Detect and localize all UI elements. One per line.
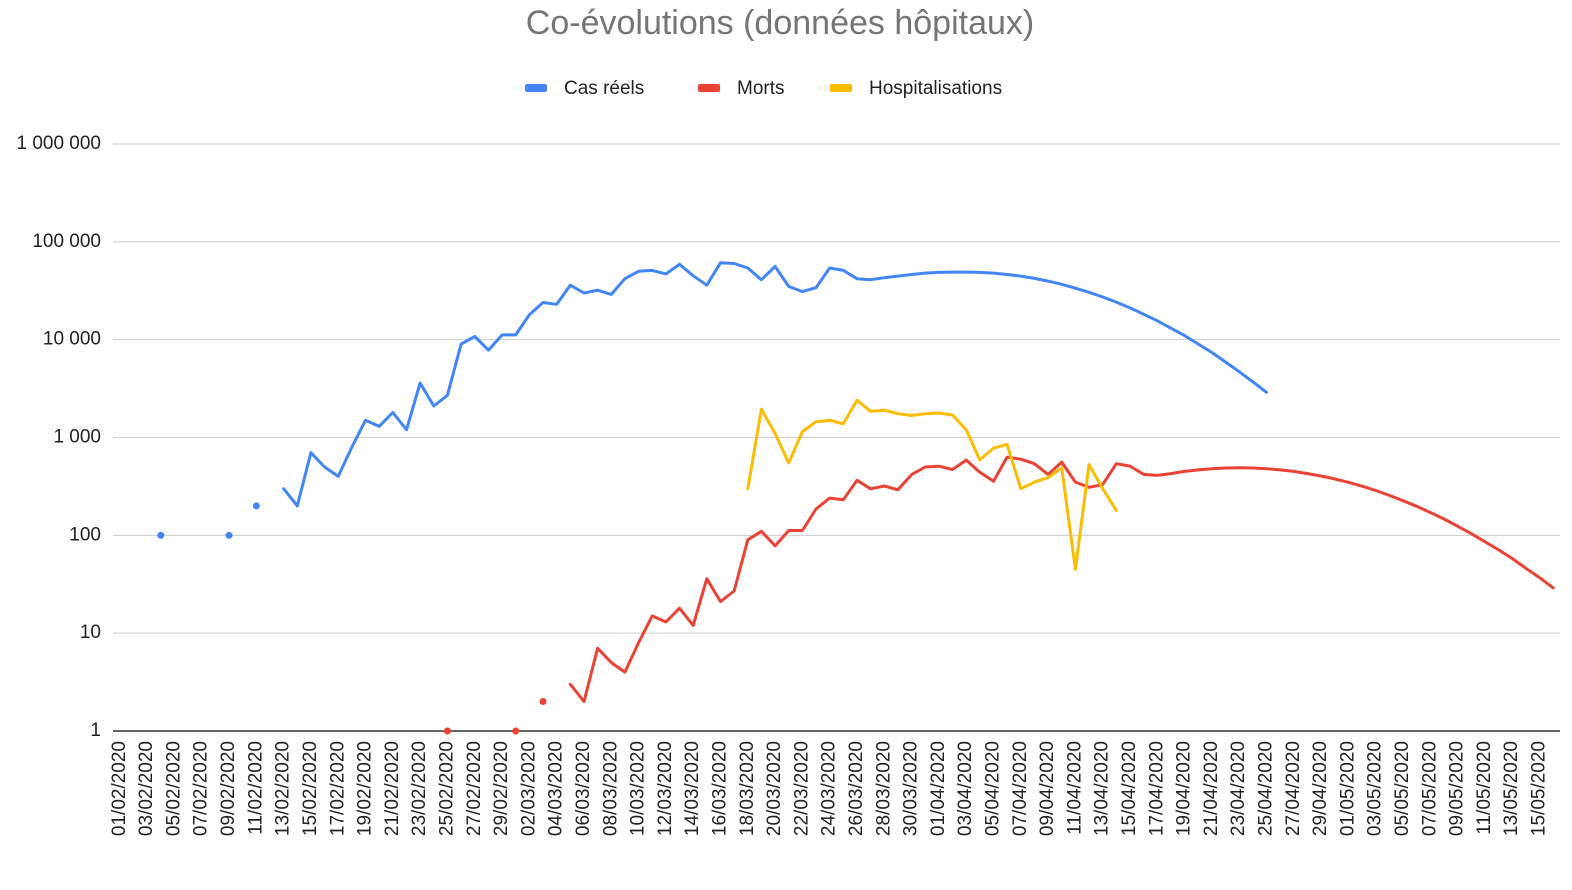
legend-label: Cas réels xyxy=(564,78,644,99)
x-tick-label: 15/05/2020 xyxy=(1529,741,1550,836)
x-tick-label: 11/02/2020 xyxy=(245,741,266,835)
data-point xyxy=(512,727,520,735)
x-tick-label: 01/04/2020 xyxy=(928,741,949,836)
legend-label: Hospitalisations xyxy=(869,78,1002,99)
x-tick-label: 03/04/2020 xyxy=(955,741,976,836)
x-tick-label: 17/02/2020 xyxy=(327,741,348,836)
data-point xyxy=(443,727,451,735)
y-tick-label: 1 000 000 xyxy=(16,133,101,154)
x-tick-label: 13/04/2020 xyxy=(1092,741,1113,836)
x-tick-label: 10/03/2020 xyxy=(628,741,649,836)
series-line xyxy=(282,261,1268,508)
x-tick-label: 23/02/2020 xyxy=(409,741,430,836)
x-tick-label: 30/03/2020 xyxy=(901,741,922,836)
x-tick-label: 21/04/2020 xyxy=(1201,741,1222,836)
legend-swatch xyxy=(830,84,852,92)
x-tick-label: 28/03/2020 xyxy=(873,741,894,836)
x-tick-label: 16/03/2020 xyxy=(709,741,730,836)
x-tick-label: 27/02/2020 xyxy=(464,741,485,836)
x-tick-label: 05/04/2020 xyxy=(983,741,1004,836)
y-tick-label: 1 000 xyxy=(53,427,101,448)
series-line xyxy=(568,455,1555,703)
series-line xyxy=(746,398,1118,571)
x-tick-label: 09/04/2020 xyxy=(1037,741,1058,836)
x-tick-label: 05/05/2020 xyxy=(1392,741,1413,836)
y-tick-label: 100 000 xyxy=(32,231,101,252)
x-tick-label: 13/05/2020 xyxy=(1501,741,1522,836)
chart-title: Co-évolutions (données hôpitaux) xyxy=(526,4,1034,42)
x-tick-label: 18/03/2020 xyxy=(737,741,758,836)
x-tick-label: 25/02/2020 xyxy=(436,741,457,836)
x-tick-label: 02/03/2020 xyxy=(518,741,539,836)
data-point xyxy=(157,531,165,539)
x-tick-label: 07/04/2020 xyxy=(1010,741,1031,836)
data-point xyxy=(539,698,547,706)
x-tick-label: 25/04/2020 xyxy=(1256,741,1277,836)
x-tick-label: 15/04/2020 xyxy=(1119,741,1140,836)
x-tick-label: 19/04/2020 xyxy=(1174,741,1195,836)
x-tick-label: 29/02/2020 xyxy=(491,741,512,836)
x-tick-label: 23/04/2020 xyxy=(1228,741,1249,836)
x-tick-label: 09/02/2020 xyxy=(218,741,239,836)
x-tick-label: 19/02/2020 xyxy=(355,741,376,836)
x-tick-label: 13/02/2020 xyxy=(273,741,294,836)
data-point xyxy=(252,502,260,510)
x-tick-label: 03/02/2020 xyxy=(136,741,157,836)
x-tick-label: 08/03/2020 xyxy=(600,741,621,836)
x-tick-label: 09/05/2020 xyxy=(1447,741,1468,836)
x-tick-label: 12/03/2020 xyxy=(655,741,676,836)
x-tick-label: 05/02/2020 xyxy=(163,741,184,836)
x-tick-label: 04/03/2020 xyxy=(546,741,567,836)
x-tick-label: 27/04/2020 xyxy=(1283,741,1304,836)
x-tick-label: 11/05/2020 xyxy=(1474,741,1495,835)
x-tick-label: 26/03/2020 xyxy=(846,741,867,836)
y-tick-label: 100 xyxy=(69,524,101,545)
x-tick-label: 06/03/2020 xyxy=(573,741,594,836)
x-tick-label: 01/05/2020 xyxy=(1337,741,1358,836)
x-tick-label: 11/04/2020 xyxy=(1064,741,1085,835)
x-tick-label: 03/05/2020 xyxy=(1365,741,1386,836)
x-tick-label: 29/04/2020 xyxy=(1310,741,1331,836)
x-tick-label: 24/03/2020 xyxy=(819,741,840,836)
x-tick-label: 07/02/2020 xyxy=(191,741,212,836)
x-tick-label: 22/03/2020 xyxy=(791,741,812,836)
legend-label: Morts xyxy=(737,78,785,99)
legend-swatch xyxy=(698,84,720,92)
x-tick-label: 07/05/2020 xyxy=(1419,741,1440,836)
x-tick-label: 21/02/2020 xyxy=(382,741,403,836)
legend-swatch xyxy=(525,84,547,92)
x-tick-label: 14/03/2020 xyxy=(682,741,703,836)
x-tick-label: 15/02/2020 xyxy=(300,741,321,836)
y-tick-label: 10 000 xyxy=(43,329,101,350)
data-point xyxy=(225,531,233,539)
x-tick-label: 01/02/2020 xyxy=(109,741,130,836)
y-tick-label: 1 xyxy=(90,720,101,741)
y-tick-label: 10 xyxy=(80,622,101,643)
x-tick-label: 20/03/2020 xyxy=(764,741,785,836)
x-tick-label: 17/04/2020 xyxy=(1146,741,1167,836)
